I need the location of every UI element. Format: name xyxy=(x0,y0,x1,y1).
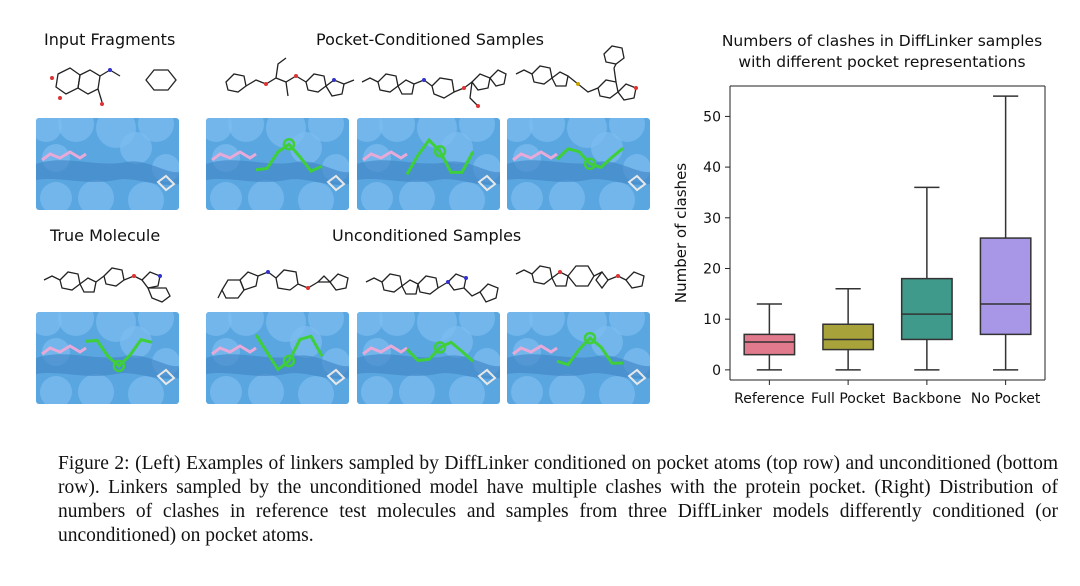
pocket-sample-2-molecule xyxy=(358,52,508,112)
box-reference xyxy=(743,333,796,356)
pocket-sample-1-molecule xyxy=(218,52,358,112)
pocket-sample-3-surface xyxy=(507,118,650,210)
true-molecule-surface xyxy=(36,312,179,404)
x-tick-label-backbone: Backbone xyxy=(892,391,961,407)
unconditioned-title: Unconditioned Samples xyxy=(332,226,522,245)
input-fragments-title: Input Fragments xyxy=(44,30,176,49)
unconditioned-sample-3-surface xyxy=(507,312,650,404)
box-backbone xyxy=(900,277,953,341)
box-full-pocket xyxy=(822,323,875,351)
y-tick-label-20: 20 xyxy=(703,261,721,277)
figure-caption: Figure 2: (Left) Examples of linkers sam… xyxy=(58,452,1058,548)
unconditioned-sample-2-molecule xyxy=(362,252,502,312)
unconditioned-sample-2-surface xyxy=(357,312,500,404)
chart-title-line-2: with different pocket representations xyxy=(738,53,1025,71)
caption-text: Figure 2: (Left) Examples of linkers sam… xyxy=(58,453,1058,546)
x-tick-label-no-pocket: No Pocket xyxy=(971,391,1041,407)
y-tick-label-50: 50 xyxy=(703,109,721,125)
y-tick-label-30: 30 xyxy=(703,211,721,227)
true-molecule-title: True Molecule xyxy=(50,226,161,245)
input-fragments-molecule xyxy=(36,58,186,114)
true-molecule-sketch xyxy=(40,254,180,310)
pocket-sample-2-surface xyxy=(357,118,500,210)
y-tick-label-0: 0 xyxy=(712,363,721,379)
y-axis-label: Number of clashes xyxy=(672,163,690,303)
pocket-conditioned-title: Pocket-Conditioned Samples xyxy=(316,30,545,49)
box-no-pocket xyxy=(979,237,1032,336)
chart-title-line-1: Numbers of clashes in DiffLinker samples xyxy=(722,32,1042,50)
x-tick-label-reference: Reference xyxy=(734,391,805,407)
unconditioned-sample-3-molecule xyxy=(512,250,657,312)
unconditioned-sample-1-surface xyxy=(206,312,349,404)
input-fragments-surface xyxy=(36,118,179,210)
pocket-sample-1-surface xyxy=(206,118,349,210)
y-tick-label-10: 10 xyxy=(703,312,721,328)
pocket-sample-3-molecule xyxy=(512,44,657,112)
x-tick-label-full-pocket: Full Pocket xyxy=(811,391,886,407)
clash-boxplot-chart: Numbers of clashes in DiffLinker samples… xyxy=(672,32,1046,407)
unconditioned-sample-1-molecule xyxy=(212,254,352,312)
y-tick-label-40: 40 xyxy=(703,160,721,176)
